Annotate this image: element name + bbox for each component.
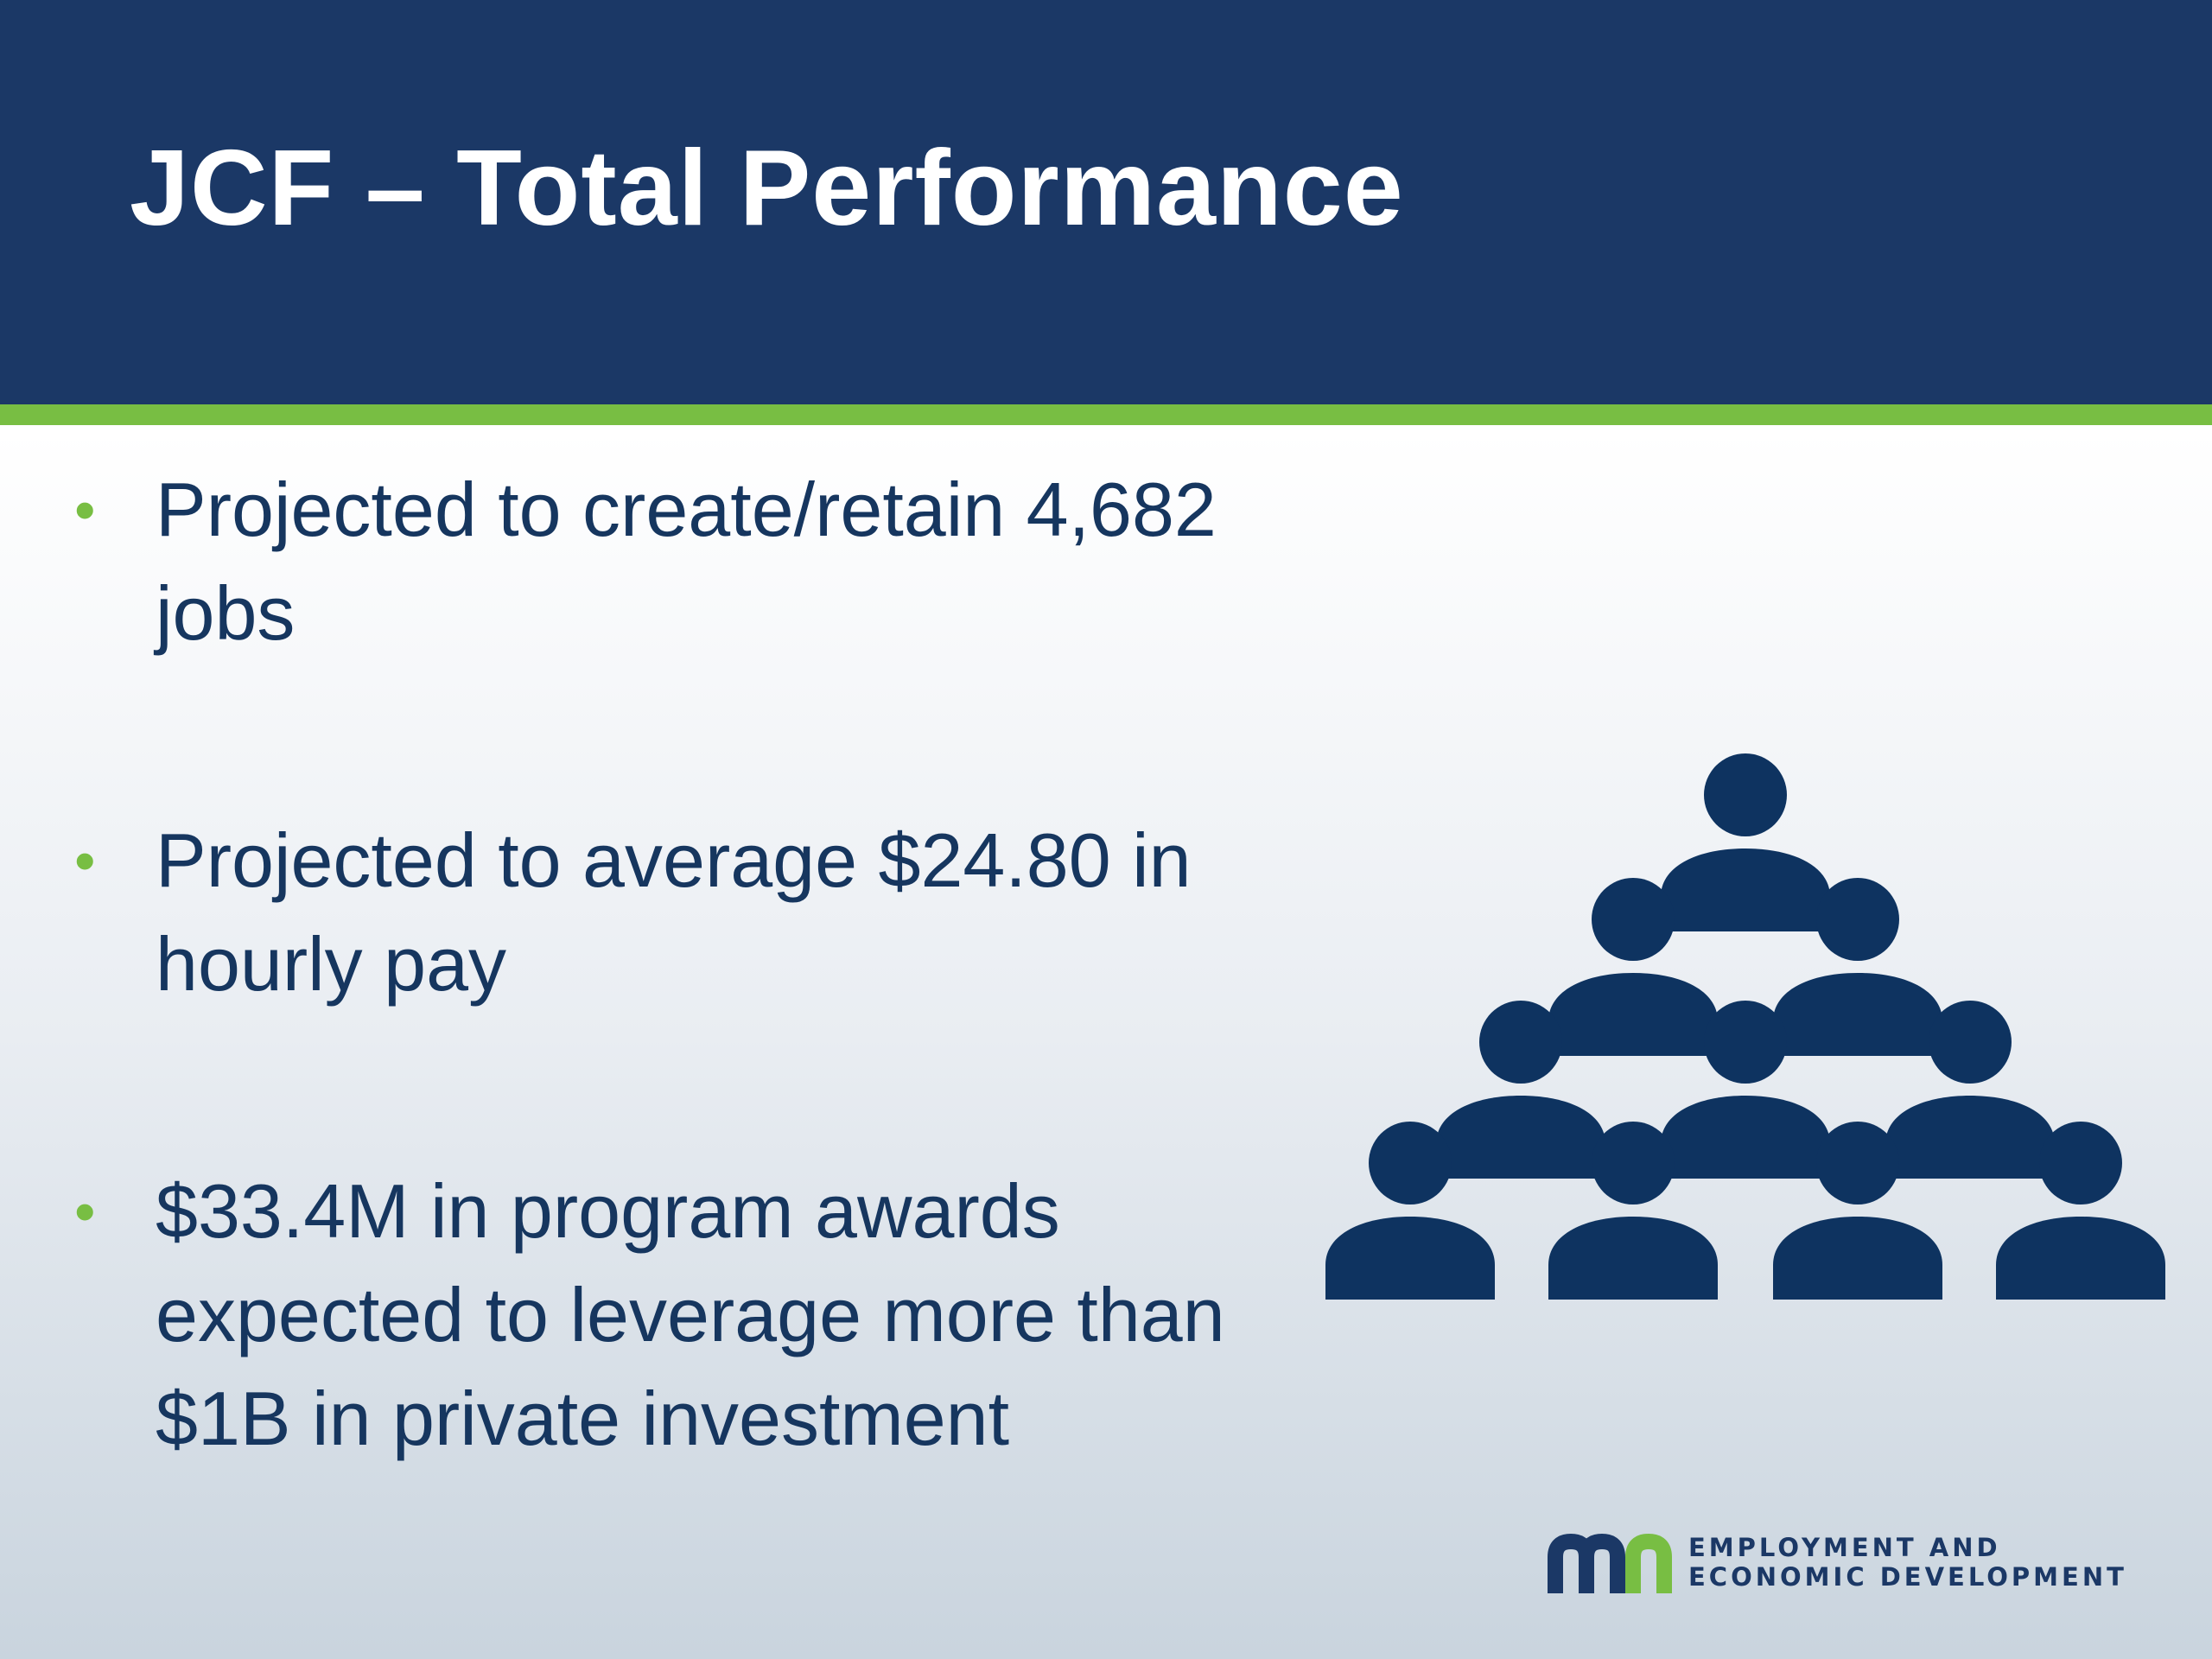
deed-logo: EMPLOYMENT AND ECONOMIC DEVELOPMENT [1547,1531,2152,1593]
people-pyramid-icon [1325,753,2165,1300]
bullet-marker-icon: • [74,1178,96,1245]
bullet-text: $33.4M in program awards expected to lev… [156,1168,1225,1461]
logo-line-1: EMPLOYMENT AND [1688,1533,2001,1562]
logo-text: EMPLOYMENT AND ECONOMIC DEVELOPMENT [1688,1533,2127,1592]
header-band [0,0,2212,404]
bullet-item: • Projected to average $24.80 in hourly … [69,809,1322,1016]
accent-bar [0,404,2212,425]
slide-title: JCF – Total Performance [130,129,1404,248]
bullet-marker-icon: • [74,827,96,894]
bullet-item: • $33.4M in program awards expected to l… [69,1160,1322,1471]
bullet-list: • Projected to create/retain 4,682 jobs … [69,458,1322,1471]
logo-line-2: ECONOMIC DEVELOPMENT [1688,1562,2127,1592]
bullet-text: Projected to create/retain 4,682 jobs [156,467,1217,656]
bullet-marker-icon: • [74,476,96,543]
bullet-item: • Projected to create/retain 4,682 jobs [69,458,1322,665]
bullet-text: Projected to average $24.80 in hourly pa… [156,817,1192,1007]
mn-logo-icon [1548,1533,1672,1593]
